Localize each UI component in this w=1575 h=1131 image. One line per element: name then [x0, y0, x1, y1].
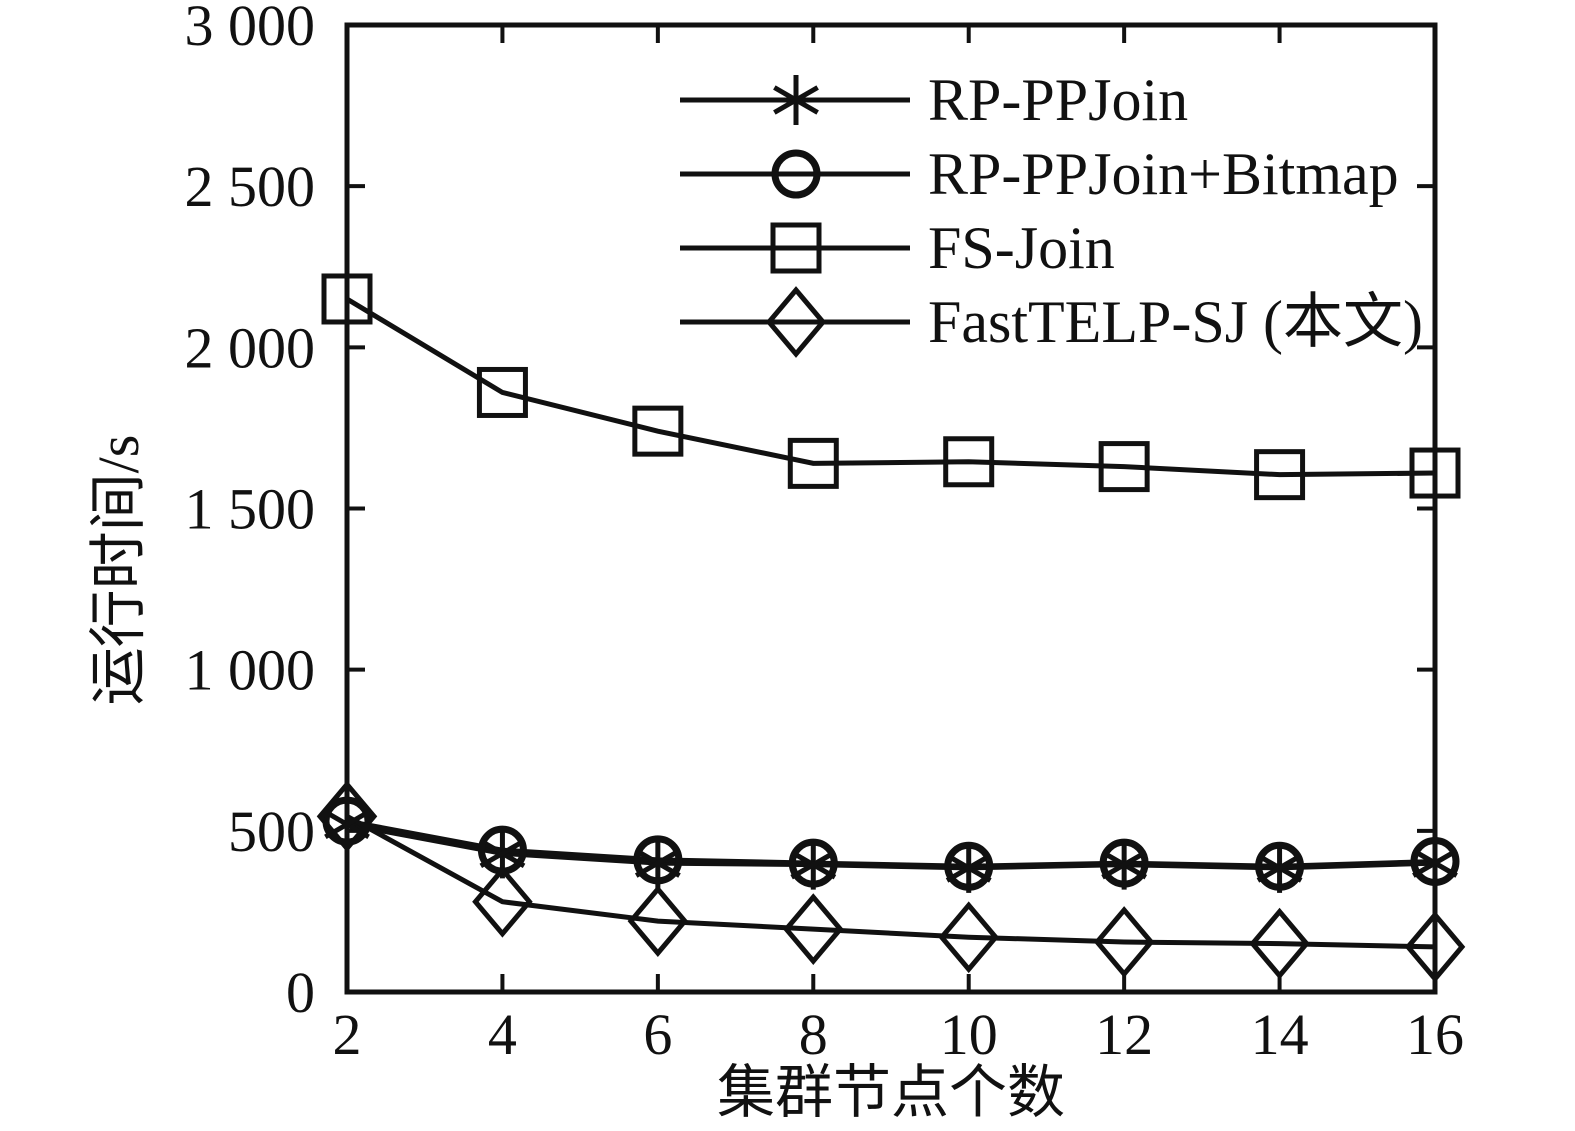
- series-line-FS-Join: [345, 296, 1436, 478]
- square-marker: [1254, 449, 1306, 501]
- circle-marker: [1099, 838, 1149, 888]
- square-marker: [770, 222, 822, 274]
- data-series: [316, 273, 1466, 983]
- y-tick-label: 3 000: [185, 0, 316, 58]
- x-axis-title: 集群节点个数: [717, 1060, 1065, 1125]
- circle-marker: [633, 835, 683, 885]
- square-marker: [943, 436, 995, 488]
- diamond-marker: [472, 865, 533, 938]
- circle-marker: [1410, 836, 1460, 886]
- diamond-marker: [316, 780, 378, 853]
- diamond-marker: [1093, 906, 1155, 978]
- diamond-marker: [1404, 910, 1466, 983]
- legend-label: FS-Join: [928, 215, 1115, 281]
- axis-ticks: [345, 23, 1437, 994]
- x-tick-label: 2: [333, 1002, 362, 1067]
- diamond-marker: [765, 286, 827, 358]
- x-tick-label: 8: [799, 1002, 828, 1067]
- series-markers-FastTELP-SJ (本文): [316, 780, 1466, 983]
- legend: RP-PPJoin RP-PPJoin+Bitmap FS-Join FastTELP…: [680, 67, 1423, 358]
- y-tick-label: 0: [286, 960, 315, 1025]
- square-marker: [476, 366, 528, 418]
- square-marker: [1409, 447, 1461, 499]
- legend-item-RP-PPJoin+Bitmap: RP-PPJoin+Bitmap: [680, 141, 1399, 207]
- asterisk-marker: [773, 75, 819, 125]
- asterisk-stroke: [773, 85, 819, 115]
- square-marker: [321, 273, 373, 325]
- tick-labels: 0 500 1 000 1 500 2 000 2 500 3 000 2 4 6 8 10 12 14 1…: [185, 0, 1465, 1067]
- y-tick-label: 1 000: [185, 638, 316, 703]
- square-marker: [787, 437, 839, 489]
- circle-marker: [788, 838, 838, 888]
- square-marker: [1098, 441, 1150, 493]
- x-tick-label: 10: [940, 1002, 998, 1067]
- square-marker: [632, 405, 684, 457]
- y-tick-label: 2 000: [185, 315, 316, 380]
- x-tick-label: 4: [488, 1002, 517, 1067]
- legend-label: RP-PPJoin: [928, 67, 1188, 133]
- diamond-marker: [783, 893, 844, 966]
- legend-item-RP-PPJoin: RP-PPJoin: [680, 67, 1188, 133]
- y-tick-label: 500: [228, 799, 315, 864]
- legend-item-FastTELP-SJ (本文): FastTELP-SJ (本文): [680, 286, 1423, 358]
- x-tick-label: 6: [643, 1002, 672, 1067]
- legend-item-FS-Join: FS-Join: [680, 215, 1115, 281]
- diamond-marker: [1249, 907, 1310, 980]
- y-axis-title: 运行时间/s: [86, 435, 151, 706]
- x-tick-label: 14: [1251, 1002, 1309, 1067]
- series-line-RP-PPJoin+Bitmap: [346, 818, 1436, 869]
- y-tick-label: 2 500: [185, 154, 316, 219]
- legend-label: RP-PPJoin+Bitmap: [928, 141, 1399, 207]
- circle-marker: [771, 149, 821, 199]
- diamond-marker: [627, 885, 689, 957]
- y-tick-label: 1 500: [185, 477, 316, 542]
- series-markers-FS-Join: [321, 273, 1461, 501]
- circle-marker: [944, 841, 994, 891]
- legend-label: FastTELP-SJ (本文): [928, 289, 1423, 355]
- x-tick-label: 12: [1095, 1002, 1153, 1067]
- diamond-marker: [938, 901, 999, 974]
- x-tick-label: 16: [1406, 1002, 1464, 1067]
- circle-marker: [1255, 841, 1305, 891]
